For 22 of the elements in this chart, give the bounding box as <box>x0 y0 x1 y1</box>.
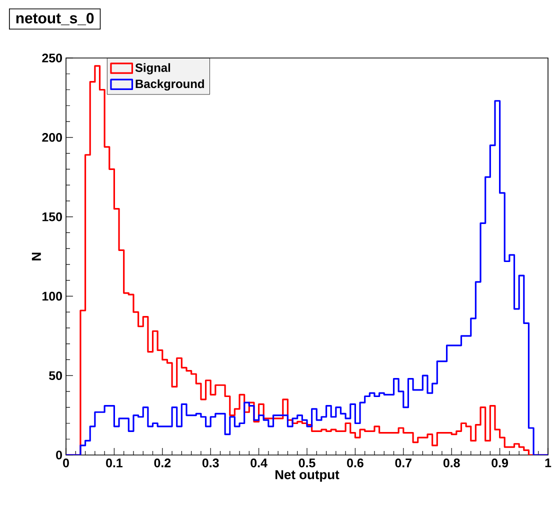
x-tick-label: 0.4 <box>250 458 268 468</box>
y-tick-label: 200 <box>42 132 62 142</box>
chart-title: netout_s_0 <box>16 12 94 26</box>
x-tick-label: 0.1 <box>106 458 123 468</box>
x-tick-label: 0.6 <box>347 458 364 468</box>
y-tick-label: 50 <box>49 371 62 380</box>
x-tick-label: 0.3 <box>202 458 219 468</box>
x-tick-label: 0.2 <box>154 458 171 468</box>
x-tick-label: 0.5 <box>298 458 316 468</box>
x-tick-label: 1 <box>545 458 552 468</box>
x-tick-label: 0.8 <box>443 458 460 468</box>
y-tick-label: 250 <box>42 54 62 62</box>
x-tick-label: 0.9 <box>492 458 508 468</box>
x-tick-label: 0 <box>63 458 69 468</box>
legend-label: Background <box>136 79 204 91</box>
legend-label: Signal <box>135 63 170 74</box>
x-tick-label: 0.7 <box>395 458 412 468</box>
y-tick-label: 0 <box>56 450 62 460</box>
y-tick-label: 150 <box>42 212 62 222</box>
y-tick-label: 100 <box>42 292 62 301</box>
x-axis-title: Net output <box>275 470 340 482</box>
y-axis-title: N <box>32 252 41 260</box>
